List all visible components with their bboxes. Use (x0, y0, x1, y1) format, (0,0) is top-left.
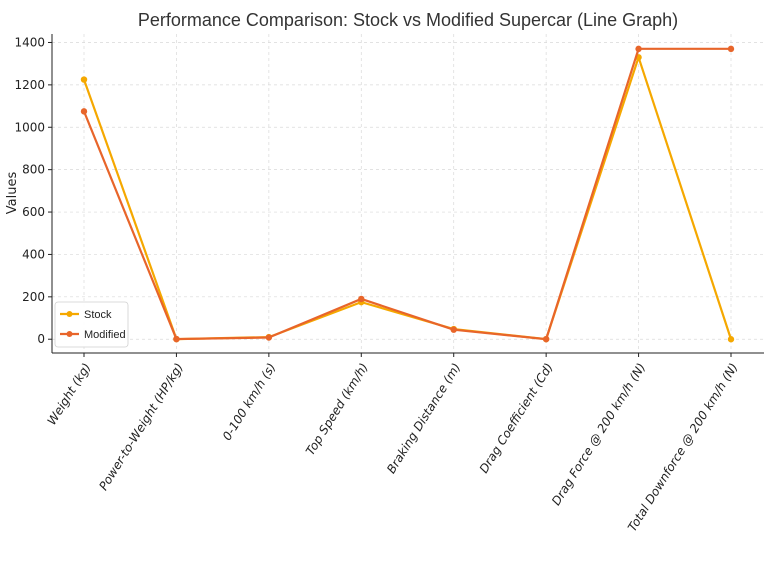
data-point (450, 326, 457, 333)
data-point (173, 335, 180, 343)
data-point (542, 335, 550, 343)
legend-label: Stock (84, 309, 112, 321)
data-point (727, 336, 735, 343)
data-point (635, 45, 642, 53)
x-tick-label: Braking Distance (m) (384, 361, 463, 476)
legend-marker (66, 331, 73, 337)
y-tick-label: 400 (22, 247, 45, 261)
x-tick-label: Top Speed (km/h) (303, 361, 371, 458)
x-axis-ticks: Weight (kg) Power-to-Weight (HP/kg) 0-100 … (45, 353, 741, 534)
data-point (80, 108, 88, 115)
axes (51, 34, 764, 354)
legend: Stock Modified (54, 301, 129, 348)
series (80, 45, 735, 343)
x-tick-label: Power-to-Weight (HP/kg) (96, 361, 186, 493)
legend-label: Modified (84, 329, 126, 341)
grid (52, 34, 764, 353)
y-tick-label: 1400 (14, 35, 45, 49)
x-tick-label: Drag Coefficient (Cd) (477, 361, 556, 476)
series-modified (80, 45, 735, 343)
chart-title: Performance Comparison: Stock vs Modifie… (138, 10, 678, 30)
y-tick-label: 1000 (14, 120, 45, 134)
x-tick-label: Total Downforce @ 200 km/h (N) (625, 361, 741, 534)
y-axis-ticks: 0 200 400 600 800 1000 1200 1400 (14, 35, 52, 346)
data-point (358, 295, 365, 303)
y-tick-label: 1200 (14, 78, 45, 92)
x-tick-label: Drag Force @ 200 km/h (N) (549, 361, 648, 508)
series-line (82, 47, 731, 341)
legend-marker (66, 311, 73, 317)
y-tick-label: 800 (22, 163, 45, 177)
y-tick-label: 600 (22, 205, 45, 219)
series-stock (80, 54, 735, 343)
data-point (265, 334, 273, 341)
y-axis-label: Values (5, 172, 20, 215)
y-tick-label: 200 (22, 290, 45, 304)
data-point (80, 76, 88, 83)
x-tick-label: Weight (kg) (45, 361, 94, 428)
x-tick-label: 0-100 km/h (s) (220, 361, 279, 443)
data-point (727, 45, 735, 53)
y-tick-label: 0 (37, 332, 45, 346)
